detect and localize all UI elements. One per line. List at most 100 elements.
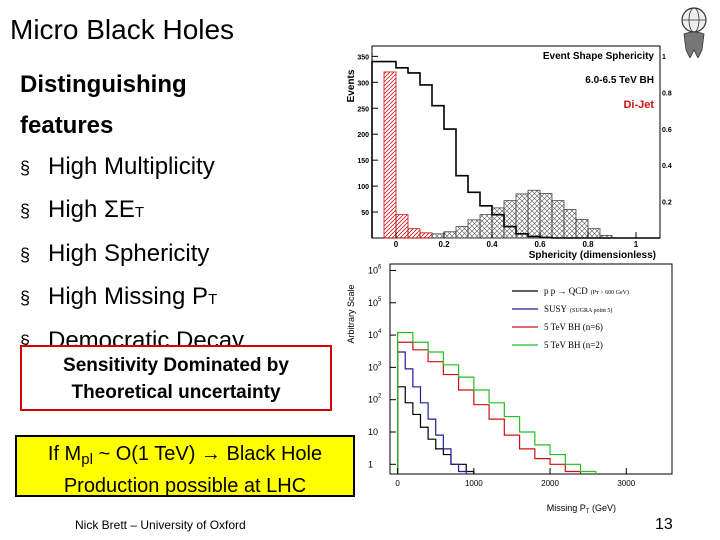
feature-item: § High Multiplicity — [20, 146, 340, 189]
dijet-bar — [587, 228, 601, 239]
y-tick-label: 100 — [357, 184, 369, 191]
x-axis-label: Sphericity (dimensionless) — [529, 250, 656, 261]
dijet-bar — [491, 207, 505, 239]
y-tick-base: 10 — [368, 427, 378, 437]
dijet-bar — [383, 71, 397, 239]
y-tick-exponent: 5 — [378, 297, 382, 303]
sensitivity-line1: Sensitivity Dominated by — [63, 355, 289, 376]
y2-tick-label: 0.8 — [662, 90, 672, 97]
dijet-bar — [455, 226, 469, 239]
y-tick-base: 10 — [368, 330, 378, 340]
legend-entry-2: 5 TeV BH (n=6) — [544, 322, 603, 332]
y-axis-label: Arbitrary Scale — [346, 284, 356, 343]
legend-name: p p → QCD — [544, 286, 588, 296]
x-tick-label: 0.4 — [486, 240, 498, 249]
bullet-marker: § — [20, 201, 31, 221]
legend-entry-1: SUSY (SUGRA point 5) — [544, 304, 612, 314]
x-tick-label: 0.6 — [534, 240, 546, 249]
y-tick-base: 10 — [368, 265, 378, 275]
feature-item-text: High Multiplicity — [48, 153, 215, 180]
y-tick-exponent: 6 — [378, 264, 382, 270]
y-tick-label: 200 — [357, 132, 369, 139]
series-line-1 — [397, 351, 467, 474]
legend-name: SUSY — [544, 304, 568, 314]
legend-entry-3: 5 TeV BH (n=2) — [544, 340, 603, 350]
dijet-bar — [431, 233, 445, 239]
feature-item-subscript: T — [208, 291, 218, 308]
y-tick-base: 10 — [368, 395, 378, 405]
bullet-marker: § — [20, 288, 31, 308]
y2-tick-label: 0.2 — [662, 200, 672, 207]
y-tick-label: 150 — [357, 158, 369, 165]
dijet-bar — [575, 218, 589, 239]
y2-tick-label: 1 — [662, 54, 666, 61]
x-tick-label: 1000 — [465, 479, 483, 488]
lhc-line1: If Mpl ~ O(1 TeV) → Black Hole — [17, 441, 353, 473]
lhc-line1-post: ~ O(1 TeV) → Black Hole — [92, 443, 323, 465]
sensitivity-line2: Theoretical uncertainty — [71, 382, 281, 403]
x-axis-label-unit: (GeV) — [589, 503, 616, 513]
feature-item-text: High ΣE — [48, 196, 135, 223]
page-number: 13 — [655, 516, 673, 533]
y2-tick-label: 0.4 — [662, 163, 672, 170]
legend-entry-0: p p → QCD (Pᴛ > 600 GeV) — [544, 286, 629, 296]
footer-author: Nick Brett – University of Oxford — [75, 518, 246, 532]
feature-list: Distinguishing features § High Multiplici… — [20, 64, 340, 363]
dijet-bar — [551, 200, 565, 239]
y-tick-exponent: 4 — [378, 329, 382, 335]
feature-item-text: High Missing P — [48, 283, 209, 310]
feature-item-subscript: T — [134, 204, 145, 221]
atlas-logo-icon — [681, 7, 707, 58]
x-tick-label: 3000 — [617, 479, 635, 488]
y-tick-label: 10 — [368, 427, 378, 437]
lhc-production-box: If Mpl ~ O(1 TeV) → Black Hole Productio… — [15, 435, 355, 497]
y-tick-base: 10 — [368, 362, 378, 372]
dijet-bar — [479, 214, 493, 239]
feature-item: § High ΣE T — [20, 189, 340, 233]
legend-note: (SUGRA point 5) — [570, 307, 612, 314]
y-tick-label: 106 — [368, 264, 382, 275]
y-tick-label: 350 — [357, 54, 369, 61]
x-tick-label: 0 — [394, 240, 399, 249]
sensitivity-box: Sensitivity Dominated by Theoretical unc… — [20, 345, 332, 411]
bullet-marker: § — [20, 332, 31, 352]
dijet-bar — [503, 200, 517, 239]
features-heading-line1: Distinguishing — [20, 71, 187, 98]
legend-dijet: Di-Jet — [623, 99, 654, 111]
y-tick-label: 1 — [368, 459, 373, 469]
legend-name: 5 TeV BH (n=2) — [544, 340, 603, 350]
dijet-bar — [443, 231, 457, 239]
y-tick-label: 250 — [357, 106, 369, 113]
x-tick-label: 1 — [634, 240, 639, 249]
y-tick-base: 10 — [368, 298, 378, 308]
y-tick-exponent: 2 — [378, 394, 382, 400]
x-axis-label-main: Missing P — [547, 503, 586, 513]
chart-subtitle: 6.0-6.5 TeV BH — [585, 75, 654, 86]
x-tick-label: 0 — [395, 479, 400, 488]
x-tick-label: 2000 — [541, 479, 559, 488]
lhc-line1-pre: If M — [47, 443, 82, 465]
dijet-bar — [527, 189, 541, 239]
features-heading-line2: features — [20, 112, 114, 139]
series-line-3 — [397, 331, 597, 474]
bh-sphericity-step-line — [371, 60, 660, 239]
y-tick-label: 300 — [357, 80, 369, 87]
dijet-bar — [419, 232, 433, 239]
y-tick-label: 103 — [368, 361, 382, 372]
slide-title: Micro Black Holes — [10, 14, 235, 45]
lhc-line2: Production possible at LHC — [63, 475, 307, 497]
y-tick-label: 102 — [368, 394, 382, 405]
dijet-bar — [563, 209, 577, 239]
dijet-bar — [467, 219, 481, 239]
dijet-bar — [407, 228, 421, 239]
bullet-marker: § — [20, 245, 31, 265]
x-axis-label-sub: T — [586, 509, 590, 515]
sphericity-chart: 0 0.2 0.4 0.6 0.8 1501001502002503003500.20.4… — [346, 45, 672, 261]
legend-name: 5 TeV BH (n=6) — [544, 322, 603, 332]
y-tick-label: 50 — [361, 210, 369, 217]
y-tick-exponent: 3 — [378, 361, 382, 367]
legend-note: (Pᴛ > 600 GeV) — [591, 289, 629, 296]
dijet-bar — [515, 193, 529, 239]
